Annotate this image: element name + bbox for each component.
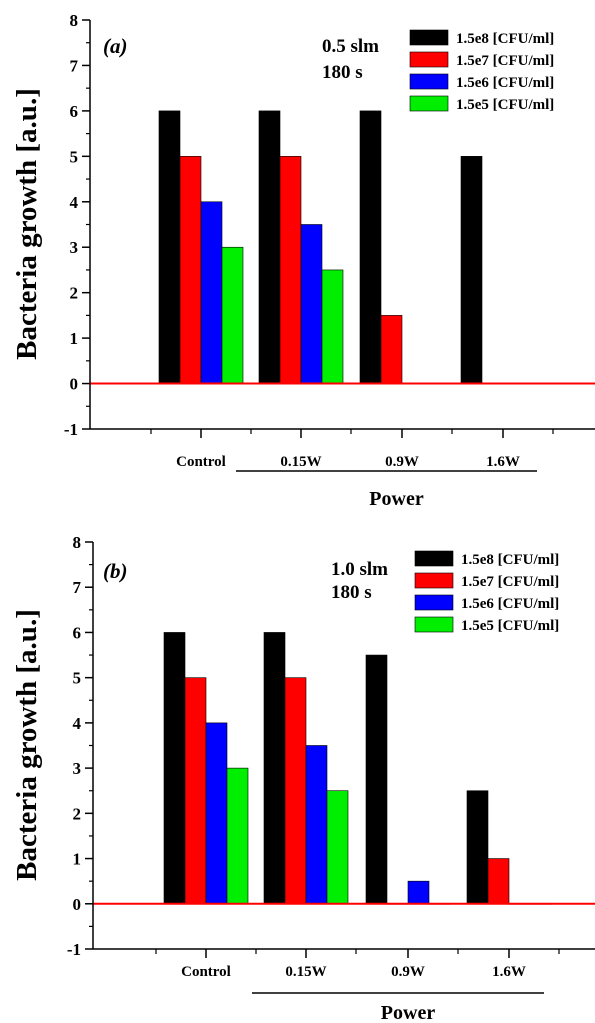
- legend-swatch: [409, 95, 449, 112]
- legend-swatch: [414, 572, 454, 589]
- legend-label: 1.5e5 [CFU/ml]: [461, 618, 559, 634]
- y-tick-label: 5: [70, 147, 79, 166]
- legend-swatch: [414, 550, 454, 567]
- y-tick-label: 6: [73, 623, 82, 642]
- y-tick-label: 3: [73, 759, 82, 778]
- bar: [460, 156, 483, 384]
- bar: [279, 156, 302, 384]
- bar: [158, 110, 181, 384]
- series-1: [163, 632, 489, 905]
- condition-annotation: 0.5 slm: [322, 36, 379, 57]
- legend-label: 1.5e6 [CFU/ml]: [456, 75, 554, 91]
- bar: [466, 790, 489, 905]
- x-tick-label: 1.6W: [492, 964, 526, 980]
- x-axis-title: Power: [381, 1002, 436, 1023]
- legend: 1.5e8 [CFU/ml] 1.5e7 [CFU/ml] 1.5e6 [CFU/m…: [414, 550, 559, 634]
- panel-label: (a): [103, 34, 128, 58]
- bar: [305, 745, 328, 905]
- y-tick-label: 8: [73, 533, 82, 552]
- bar: [263, 632, 286, 905]
- x-tick-label: Control: [181, 964, 231, 980]
- panel-label: (b): [103, 559, 128, 583]
- legend-swatch: [409, 29, 449, 46]
- panel-a: -1 0 1 2 3 4 5 6 7 8 Control 0.15W 0.9W 1.6W Power Bact…: [11, 11, 595, 510]
- bar: [300, 224, 323, 384]
- series-2: [179, 156, 504, 385]
- y-tick-label: 1: [70, 329, 79, 348]
- bar: [163, 632, 186, 905]
- y-tick-label: -1: [67, 940, 81, 959]
- y-tick-label: 5: [73, 669, 82, 688]
- legend-swatch: [414, 616, 454, 633]
- x-tick-label: 0.15W: [285, 964, 326, 980]
- condition-annotation: 1.0 slm: [331, 559, 388, 580]
- condition-annotation: 180 s: [322, 62, 363, 83]
- legend-label: 1.5e6 [CFU/ml]: [461, 596, 559, 612]
- bar: [258, 110, 281, 384]
- x-tick-label: Control: [176, 454, 226, 470]
- legend: 1.5e8 [CFU/ml] 1.5e7 [CFU/ml] 1.5e6 [CFU/m…: [409, 29, 554, 113]
- bar: [365, 654, 388, 905]
- y-tick-label: 7: [73, 578, 82, 597]
- y-tick-label: 8: [70, 11, 79, 30]
- legend-label: 1.5e5 [CFU/ml]: [456, 97, 554, 113]
- y-tick-label: 7: [70, 56, 79, 75]
- legend-label: 1.5e8 [CFU/ml]: [461, 552, 559, 568]
- bar: [221, 246, 244, 384]
- x-axis-title: Power: [369, 488, 424, 510]
- bar: [200, 201, 223, 384]
- bar: [226, 767, 249, 905]
- panel-b: -1 0 1 2 3 4 5 6 7 8 Control 0.15W 0.9W 1.6W Power Bact…: [11, 533, 595, 1023]
- y-tick-label: 4: [70, 193, 79, 212]
- y-tick-label: 2: [73, 804, 82, 823]
- bar: [321, 269, 344, 384]
- y-axis-title: Bacteria growth [a.u.]: [11, 88, 43, 360]
- bar: [359, 110, 382, 384]
- bar: [487, 858, 510, 905]
- series-3: [200, 201, 525, 385]
- x-tick-label: 1.6W: [486, 454, 520, 470]
- legend-swatch: [409, 51, 449, 68]
- x-tick-label: 0.15W: [280, 454, 321, 470]
- condition-annotation: 180 s: [331, 582, 372, 603]
- bar: [179, 156, 202, 384]
- y-tick-label: 1: [73, 850, 82, 869]
- legend-label: 1.5e8 [CFU/ml]: [456, 31, 554, 47]
- x-tick-label: 0.9W: [385, 454, 419, 470]
- y-tick-label: 3: [70, 238, 79, 257]
- legend-swatch: [414, 594, 454, 611]
- bar: [380, 315, 403, 384]
- y-axis-title: Bacteria growth [a.u.]: [11, 609, 43, 881]
- bar: [205, 722, 228, 905]
- y-tick-label: 0: [70, 375, 79, 394]
- y-tick-label: -1: [64, 420, 78, 439]
- series-3: [205, 722, 531, 905]
- y-tick-label: 2: [70, 284, 79, 303]
- bar: [326, 790, 349, 905]
- bar: [407, 880, 430, 905]
- y-tick-label: 6: [70, 102, 79, 121]
- legend-label: 1.5e7 [CFU/ml]: [456, 53, 554, 69]
- bar: [184, 677, 207, 905]
- y-tick-label: 0: [73, 895, 82, 914]
- bar: [284, 677, 307, 905]
- x-tick-label: 0.9W: [391, 964, 425, 980]
- legend-swatch: [409, 73, 449, 90]
- legend-label: 1.5e7 [CFU/ml]: [461, 574, 559, 590]
- y-tick-label: 4: [73, 714, 82, 733]
